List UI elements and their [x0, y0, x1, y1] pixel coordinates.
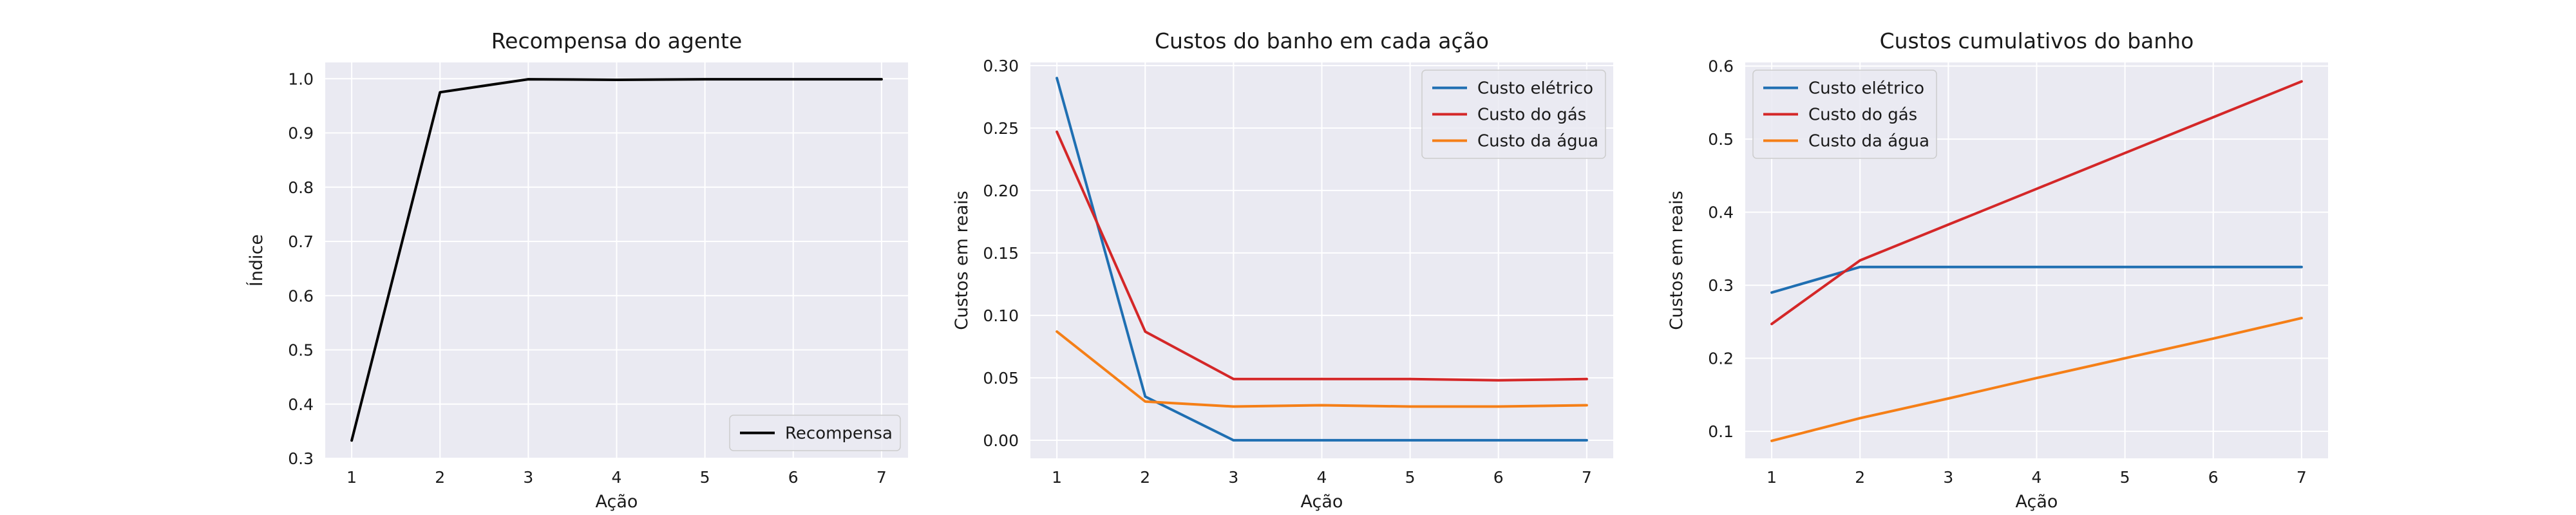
y-tick-label: 0.4	[288, 395, 314, 414]
y-axis-label: Custos em reais	[952, 191, 972, 330]
x-tick-label: 5	[700, 468, 710, 487]
x-tick-label: 2	[435, 468, 445, 487]
y-axis-label: Custos em reais	[1667, 191, 1687, 330]
y-tick-label: 0.6	[288, 286, 314, 305]
x-axis-label: Ação	[2016, 492, 2058, 512]
y-tick-label: 0.25	[983, 119, 1019, 138]
x-axis-label: Ação	[1301, 492, 1343, 512]
series-line-3	[1770, 317, 2303, 442]
legend: Recompensa	[729, 415, 901, 451]
x-tick-label: 2	[1855, 468, 1865, 487]
legend: Custo elétrico Custo do gás Custo da água	[1421, 70, 1606, 159]
x-tick-label: 3	[1228, 468, 1238, 487]
x-tick-label: 1	[1766, 468, 1777, 487]
x-tick-label: 4	[612, 468, 622, 487]
x-tick-label: 6	[1493, 468, 1504, 487]
y-tick-label: 0.2	[1708, 350, 1734, 368]
y-tick-label: 0.1	[1708, 422, 1734, 441]
y-axis-label: Índice	[246, 234, 267, 286]
x-tick-label: 4	[2032, 468, 2042, 487]
series-line-2	[1056, 130, 1588, 382]
series-line-1	[1770, 265, 2303, 294]
x-axis-label: Ação	[596, 492, 638, 512]
y-tick-label: 0.5	[288, 341, 314, 360]
x-tick-label: 1	[346, 468, 357, 487]
x-tick-label: 1	[1052, 468, 1062, 487]
chart-title: Custos cumulativos do banho	[1880, 28, 2194, 53]
x-tick-label: 5	[2120, 468, 2130, 487]
x-tick-label: 2	[1140, 468, 1150, 487]
y-tick-label: 0.00	[983, 431, 1019, 450]
y-tick-label: 0.30	[983, 57, 1019, 75]
y-tick-label: 0.3	[1708, 276, 1734, 295]
y-tick-label: 0.5	[1708, 130, 1734, 149]
x-tick-label: 3	[1943, 468, 1953, 487]
legend-label-1: Custo elétrico	[1808, 79, 1924, 98]
y-tick-label: 0.10	[983, 306, 1019, 325]
chart-title: Custos do banho em cada ação	[1155, 28, 1489, 53]
x-tick-label: 7	[2297, 468, 2307, 487]
chart-panel-1: 0.3 0.4 0.5 0.6 0.7 0.8 0.9 1.0 1 2 3 4 5 6 7 Recompens…	[246, 28, 908, 512]
x-tick-label: 6	[788, 468, 799, 487]
legend-box	[1752, 70, 1937, 159]
legend-box	[729, 415, 901, 451]
x-tick-label: 7	[876, 468, 887, 487]
chart-title: Recompensa do agente	[491, 28, 743, 53]
series-line-3	[1056, 330, 1588, 408]
chart-panel-3: 0.1 0.2 0.3 0.4 0.5 0.6 1 2 3 4 5 6 7 Custos cumulati…	[1667, 28, 2328, 512]
y-tick-label: 0.9	[288, 124, 314, 143]
legend-label-1: Recompensa	[785, 424, 893, 444]
y-tick-label: 0.6	[1708, 57, 1734, 76]
y-tick-label: 0.4	[1708, 203, 1734, 222]
x-tick-label: 7	[1582, 468, 1592, 487]
y-tick-label: 0.20	[983, 182, 1019, 200]
legend-label-2: Custo do gás	[1808, 106, 1917, 125]
legend-label-3: Custo da água	[1808, 132, 1929, 151]
series-line-2	[1770, 80, 2303, 326]
x-tick-label: 4	[1317, 468, 1327, 487]
legend-label-3: Custo da água	[1477, 132, 1598, 151]
y-tick-label: 0.7	[288, 232, 314, 251]
series-line-1	[350, 78, 883, 442]
y-tick-label: 0.15	[983, 244, 1019, 263]
y-tick-label: 1.0	[288, 70, 314, 88]
x-tick-label: 3	[523, 468, 533, 487]
series-line-1	[1056, 77, 1588, 442]
x-tick-label: 6	[2208, 468, 2219, 487]
y-tick-label: 0.3	[288, 449, 314, 468]
legend-box	[1421, 70, 1606, 159]
legend: Custo elétrico Custo do gás Custo da água	[1752, 70, 1937, 159]
y-tick-label: 0.8	[288, 178, 314, 197]
chart-panel-2: 0.00 0.05 0.10 0.15 0.20 0.25 0.30 1 2 3 4 5 6 7 Custo…	[952, 28, 1613, 512]
legend-label-2: Custo do gás	[1477, 106, 1586, 125]
y-tick-label: 0.05	[983, 369, 1019, 388]
x-tick-label: 5	[1405, 468, 1416, 487]
legend-label-1: Custo elétrico	[1477, 79, 1593, 98]
